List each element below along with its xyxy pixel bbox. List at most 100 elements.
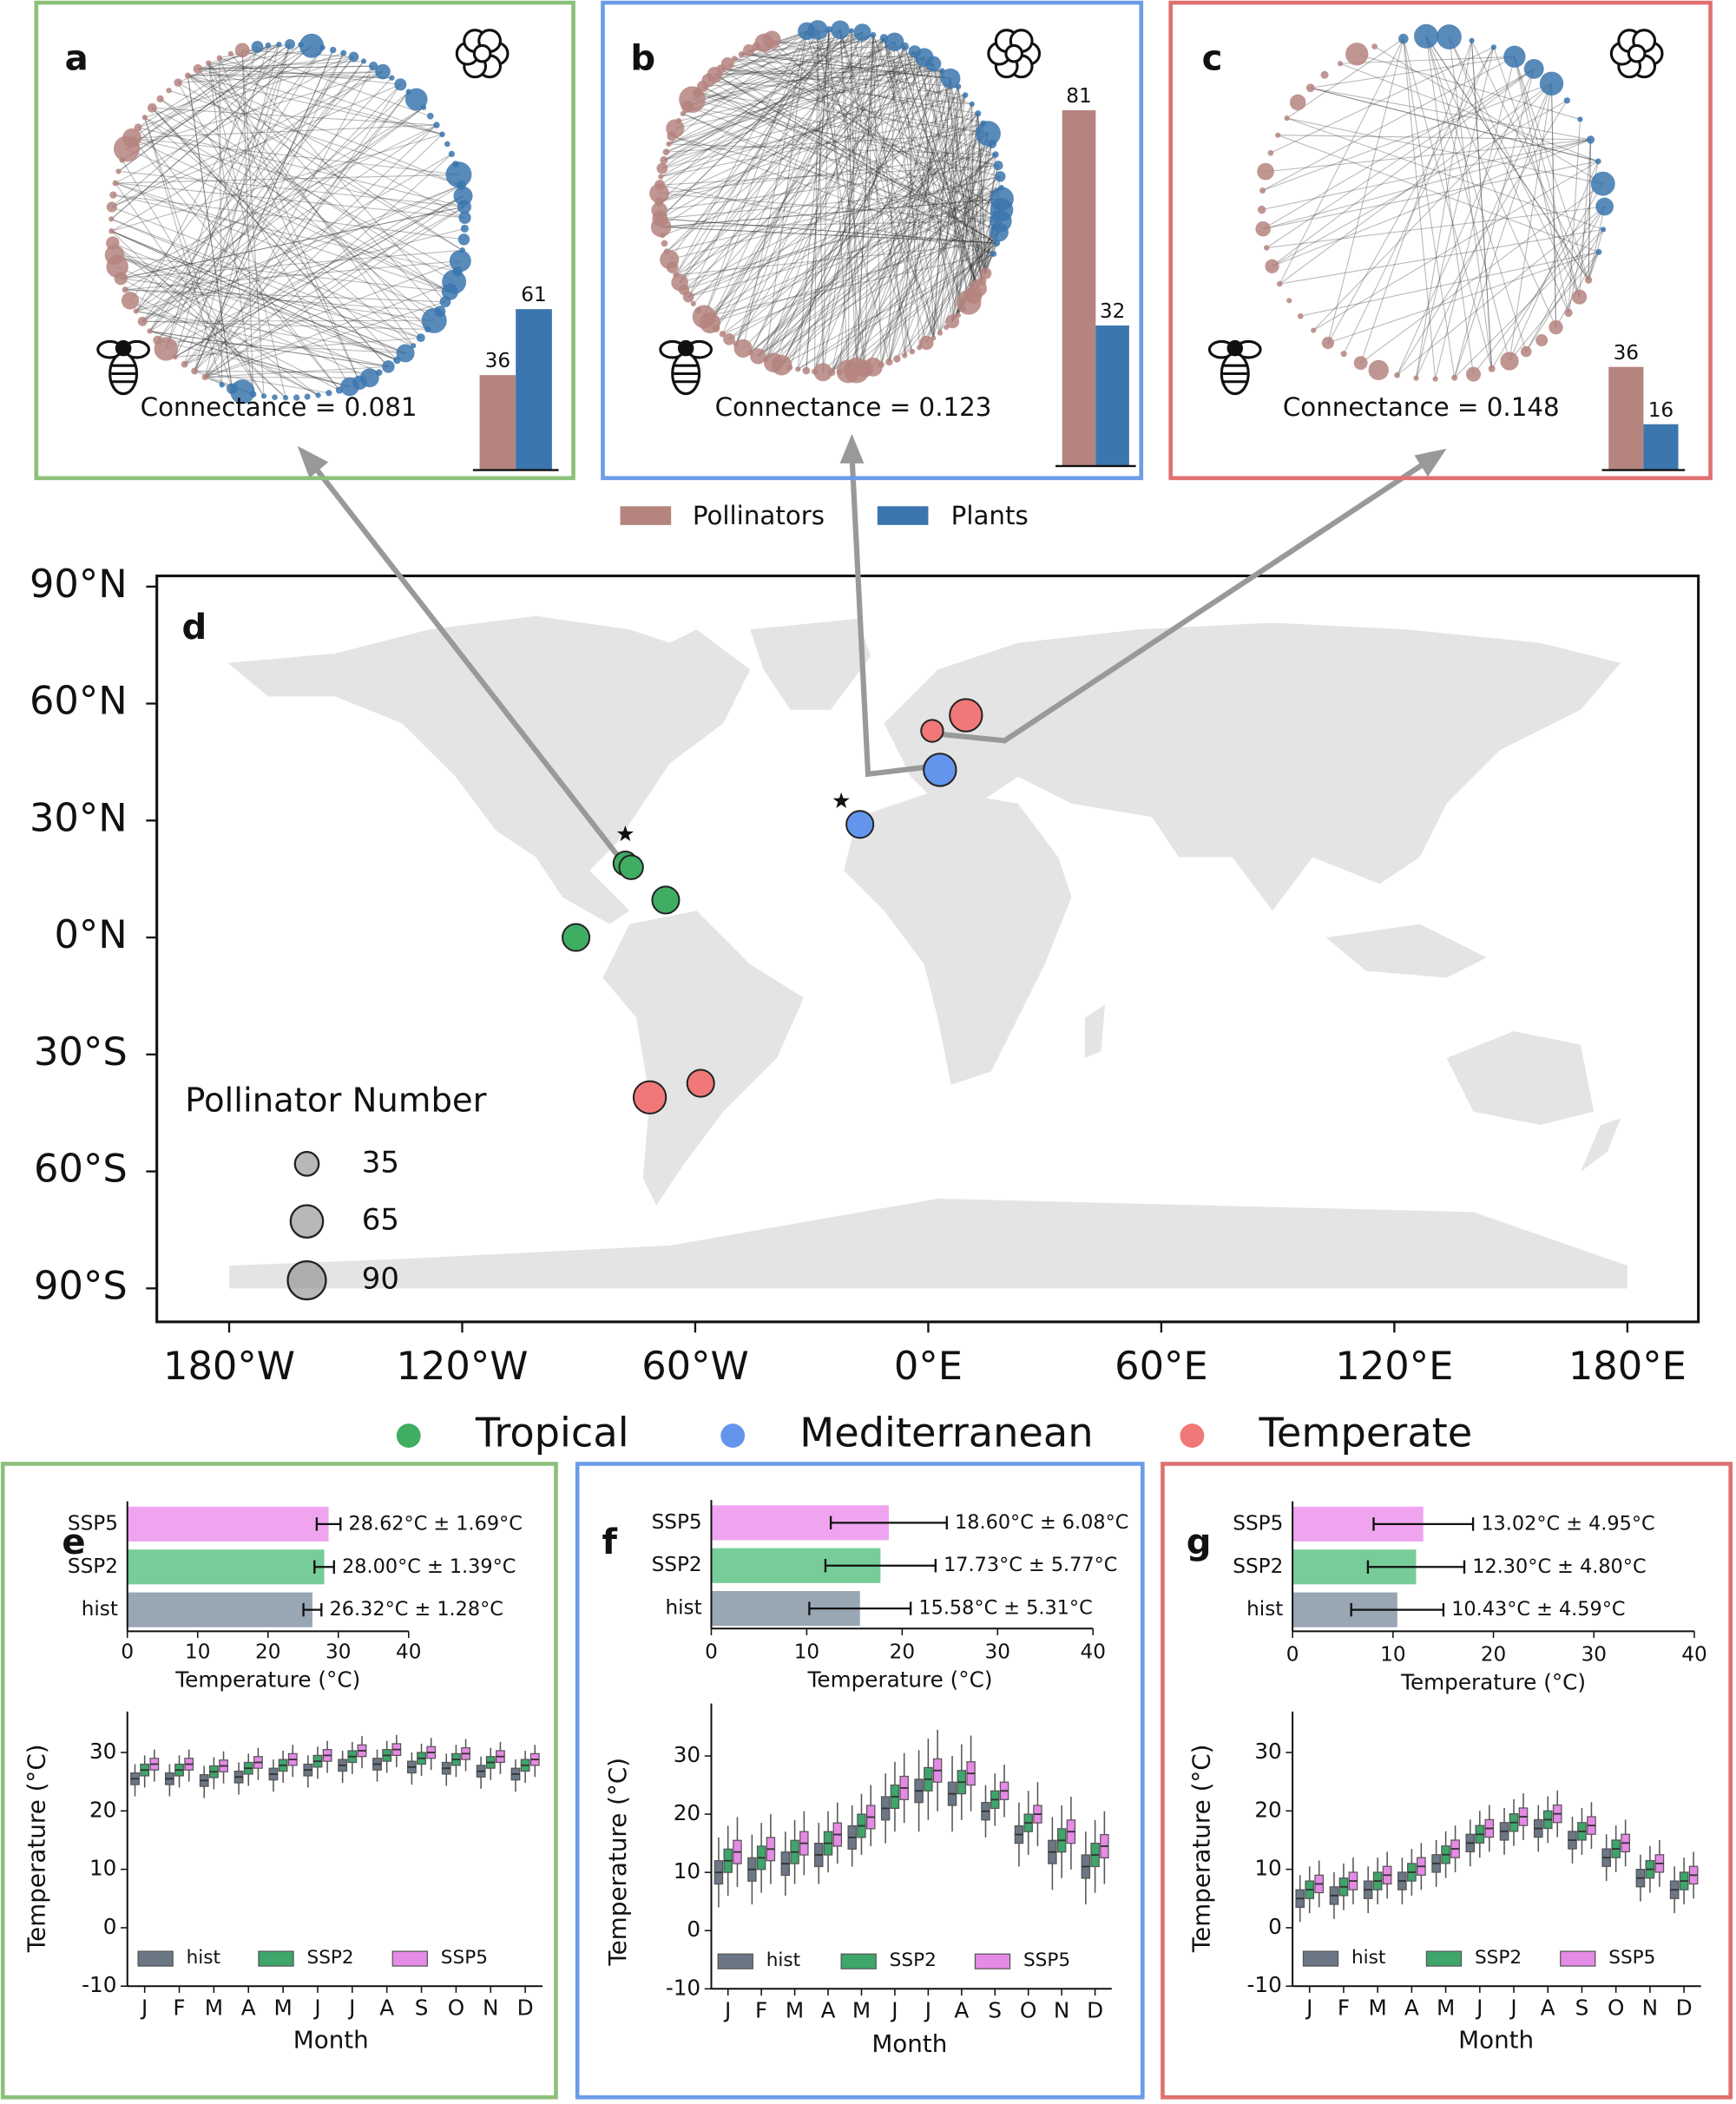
y-tick-label: SSP5 xyxy=(68,1512,118,1535)
land xyxy=(229,1198,1628,1289)
pollinator-node xyxy=(661,240,668,247)
legend-swatch xyxy=(717,1953,753,1969)
network-edge xyxy=(659,41,895,186)
network-edge xyxy=(187,75,465,219)
network-edge xyxy=(789,46,905,368)
network-edge xyxy=(205,376,370,378)
plant-node xyxy=(304,393,311,400)
network-edge xyxy=(198,60,365,69)
legend-label: SSP5 xyxy=(1023,1949,1070,1971)
y-tick-label: 60°N xyxy=(30,678,128,724)
network-edge xyxy=(129,47,323,301)
network-edge xyxy=(115,182,441,312)
plant-node xyxy=(329,46,337,54)
pollinator-node xyxy=(719,331,727,338)
network-edge xyxy=(720,68,966,96)
x-tick-label: 10 xyxy=(185,1641,210,1664)
network-edge xyxy=(692,99,1001,177)
plant-node xyxy=(265,42,272,49)
network-edge xyxy=(781,113,979,366)
network-edge xyxy=(742,113,979,349)
plant-node xyxy=(458,211,471,224)
x-tick-label: M xyxy=(205,1995,223,2020)
network-edge xyxy=(1425,36,1510,362)
x-tick-label: F xyxy=(1338,1995,1350,2020)
x-tick-label: M xyxy=(786,1998,804,2023)
pollinator-node xyxy=(181,360,188,368)
network-edge xyxy=(758,175,1001,357)
legend-label: Mediterranean xyxy=(799,1410,1093,1456)
network-edge xyxy=(1279,228,1604,285)
network-edge xyxy=(847,86,959,372)
network-edge xyxy=(1312,161,1599,332)
network-edge xyxy=(692,29,841,101)
network-edge xyxy=(1310,87,1599,162)
network-edge xyxy=(111,230,406,354)
y-axis-title: Temperature (°C) xyxy=(603,1758,632,1967)
network-edge xyxy=(704,253,994,318)
network-edge xyxy=(1286,38,1404,119)
value-label: 26.32°C ± 1.28°C xyxy=(330,1598,503,1621)
plant-node xyxy=(453,186,473,206)
network-edge xyxy=(660,184,994,255)
network-edge xyxy=(1454,83,1553,378)
x-tick-label: J xyxy=(1475,1995,1483,2020)
network-edge xyxy=(149,330,351,388)
network-edge xyxy=(894,42,979,289)
pollinator-node xyxy=(1311,327,1317,333)
legend-label: hist xyxy=(187,1947,220,1969)
network-edge xyxy=(141,56,354,322)
plant-node xyxy=(1539,71,1564,95)
pollinator-node xyxy=(811,368,819,375)
network-edge xyxy=(697,30,807,94)
network-edge xyxy=(1514,56,1589,280)
plant-node xyxy=(995,171,1006,182)
network-edge xyxy=(1272,139,1591,267)
pollinator-node xyxy=(1263,245,1270,251)
plant-node xyxy=(382,360,395,373)
plant-node xyxy=(1437,24,1462,49)
network-edge xyxy=(194,134,443,371)
legend-swatch xyxy=(620,506,672,525)
network-edge xyxy=(197,69,422,339)
network-edge xyxy=(750,154,996,353)
network-edge xyxy=(708,80,972,105)
network-edge xyxy=(659,154,996,194)
network-edge xyxy=(687,37,884,298)
pollinator-node xyxy=(937,330,944,336)
plant-node xyxy=(1590,171,1615,196)
pollinator-node xyxy=(658,174,664,180)
network-edge xyxy=(750,133,989,353)
network-edge xyxy=(864,143,993,370)
network-edge xyxy=(939,143,993,333)
network-edge xyxy=(1266,206,1605,249)
network-edge xyxy=(839,30,865,369)
network-edge xyxy=(184,91,410,365)
plant-node xyxy=(975,121,1001,147)
network-edge xyxy=(757,70,943,357)
plant-node xyxy=(962,92,969,98)
x-tick-label: D xyxy=(1676,1995,1693,2020)
network-edge xyxy=(697,92,999,167)
x-tick-label: J xyxy=(1509,1995,1516,2020)
network-edge xyxy=(135,43,279,312)
network-edge xyxy=(1454,228,1604,378)
pollinator-node xyxy=(106,201,117,213)
network-edge xyxy=(831,122,984,373)
network-edge xyxy=(883,37,987,274)
network-edge xyxy=(728,122,984,340)
value-label: 28.62°C ± 1.69°C xyxy=(349,1512,523,1535)
y-tick-label: 20 xyxy=(89,1797,116,1822)
y-axis-title: Temperature (°C) xyxy=(1187,1744,1216,1953)
plant-node xyxy=(1600,227,1607,233)
x-tick-label: M xyxy=(852,1998,871,2023)
bee-icon xyxy=(1226,339,1244,357)
network-edge xyxy=(1262,68,1535,230)
network-edge xyxy=(1509,251,1600,362)
x-tick-label: 20 xyxy=(890,1641,915,1664)
network-edge xyxy=(709,37,884,324)
plant-node xyxy=(807,20,828,40)
network-edge xyxy=(708,80,997,244)
x-tick-label: 30 xyxy=(326,1641,351,1664)
x-tick-label: 60°W xyxy=(641,1343,749,1389)
